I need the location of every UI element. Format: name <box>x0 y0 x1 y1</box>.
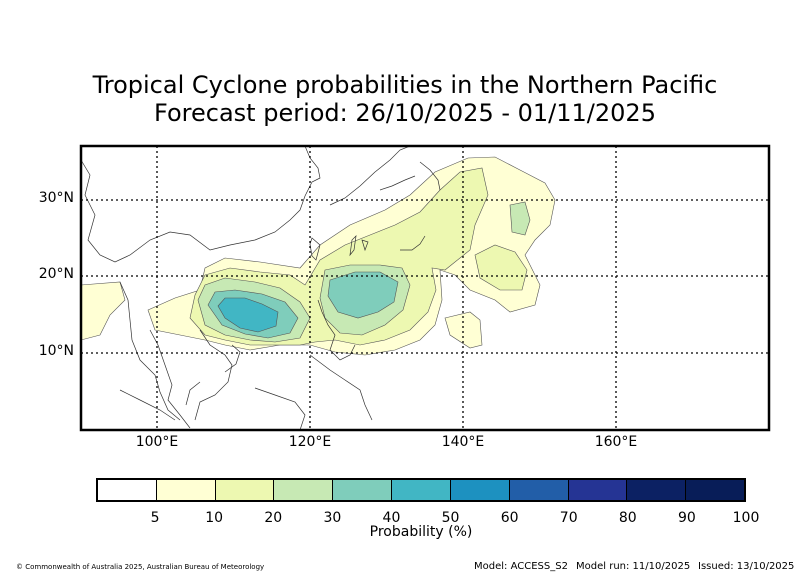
lat-label-10n: 10°N <box>38 343 74 359</box>
gridlines <box>81 146 769 430</box>
colorbar-tick-70: 70 <box>559 510 578 526</box>
colorbar-tick-90: 90 <box>677 510 696 526</box>
colorbar-segment-2 <box>215 480 275 500</box>
colorbar-segment-10 <box>686 480 744 500</box>
colorbar-segment-1 <box>156 480 216 500</box>
colorbar-segment-5 <box>392 480 451 500</box>
colorbar-tick-40: 40 <box>382 510 401 526</box>
colorbar-segment-3 <box>274 480 334 500</box>
model-run-date: Model run: 11/10/2025 <box>576 561 691 572</box>
colorbar-tick-10: 10 <box>205 510 224 526</box>
model-name: Model: ACCESS_S2 <box>474 561 568 572</box>
colorbar-tick-20: 20 <box>264 510 283 526</box>
probability-40-50-area <box>217 297 279 333</box>
colorbar-tick-5: 5 <box>150 510 160 526</box>
probability-colorbar <box>96 478 746 502</box>
lon-label-100e: 100°E <box>135 434 179 450</box>
colorbar-segment-9 <box>627 480 687 500</box>
lat-label-30n: 30°N <box>38 190 74 206</box>
chart-title-line2: Forecast period: 26/10/2025 - 01/11/2025 <box>154 99 656 127</box>
lon-label-160e: 160°E <box>594 434 638 450</box>
colorbar-tick-80: 80 <box>618 510 637 526</box>
chart-title-line1: Tropical Cyclone probabilities in the No… <box>92 71 718 99</box>
colorbar-segment-6 <box>450 480 510 500</box>
colorbar-tick-50: 50 <box>441 510 460 526</box>
colorbar-segment-7 <box>509 480 569 500</box>
colorbar-label: Probability (%) <box>369 524 473 540</box>
map-frame <box>79 144 771 432</box>
colorbar-tick-60: 60 <box>500 510 519 526</box>
colorbar-tick-100: 100 <box>732 510 760 526</box>
coastlines <box>81 146 441 430</box>
colorbar-segment-8 <box>568 480 628 500</box>
lat-label-20n: 20°N <box>38 266 74 282</box>
lon-label-120e: 120°E <box>288 434 332 450</box>
colorbar-tick-30: 30 <box>323 510 342 526</box>
issued-date: Issued: 13/10/2025 <box>698 561 795 572</box>
lon-label-140e: 140°E <box>441 434 485 450</box>
copyright-notice: © Commonwealth of Australia 2025, Austra… <box>16 563 265 571</box>
colorbar-segment-4 <box>333 480 393 500</box>
colorbar-segment-0 <box>98 480 157 500</box>
